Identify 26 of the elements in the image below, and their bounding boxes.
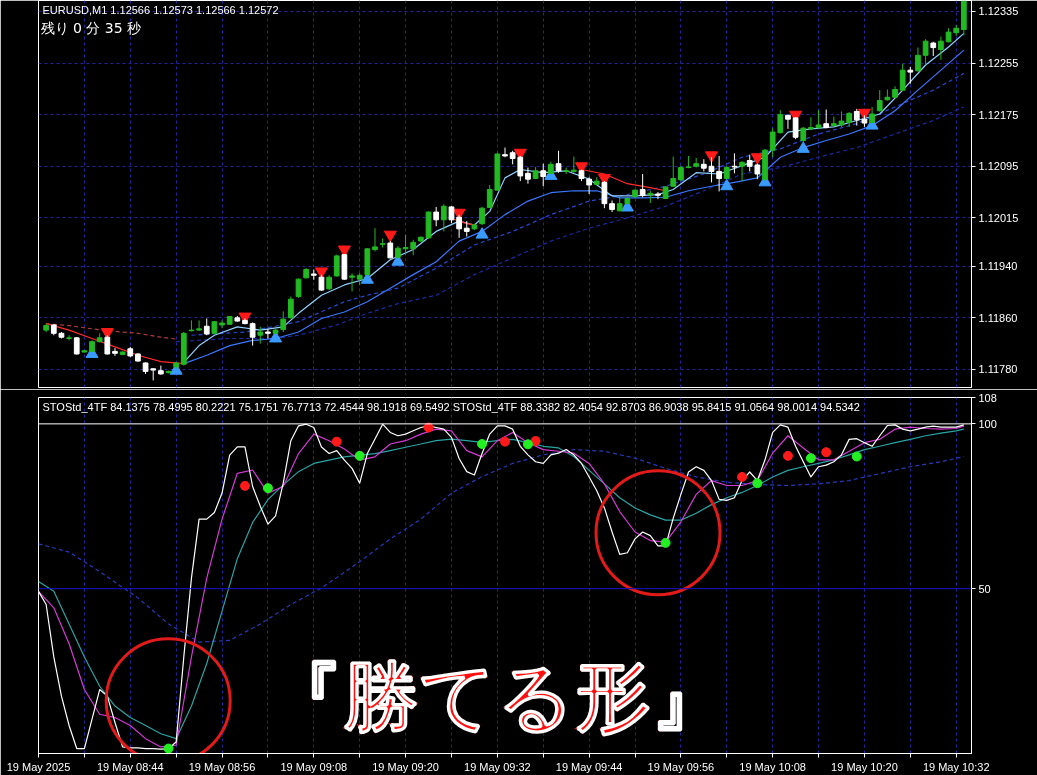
y-tick-label: 1.11940 bbox=[978, 260, 1018, 273]
chart-title: STOStd_4TF 84.1375 78.4995 80.2221 75.1751 76.7713 72.4544 98.1918 69.5492 STOStd_4TF 88.3382 82.4054 92.8703 86.9038 95.8415 91.0564 98.0014 94.5342 bbox=[42, 400, 860, 413]
x-tick-label: 19 May 09:32 bbox=[464, 760, 531, 773]
y-tick-label: 100 bbox=[978, 417, 997, 430]
y-tick-label: 1.11860 bbox=[978, 311, 1018, 324]
y-tick-label: 1.12335 bbox=[978, 5, 1019, 18]
chart-title: EURUSD,M1 1.12566 1.12573 1.12566 1.12572 bbox=[42, 3, 279, 16]
x-tick-label: 19 May 09:08 bbox=[280, 760, 348, 773]
y-tick-label: 50 bbox=[978, 582, 991, 595]
x-tick-label: 19 May 09:44 bbox=[555, 760, 623, 773]
y-tick-label: 1.12015 bbox=[978, 211, 1019, 224]
x-tick-label: 19 May 2025 bbox=[6, 760, 71, 773]
y-tick-label: 1.12095 bbox=[978, 160, 1019, 173]
x-tick-label: 19 May 08:44 bbox=[96, 760, 164, 773]
x-tick-label: 19 May 10:32 bbox=[922, 760, 990, 773]
y-tick-label: 108 bbox=[978, 391, 997, 404]
x-tick-label: 19 May 10:08 bbox=[739, 760, 806, 773]
y-tick-label: 1.12175 bbox=[978, 108, 1019, 121]
x-tick-label: 19 May 09:20 bbox=[372, 760, 439, 773]
annotation: 残り 0 分 35 秒 bbox=[40, 19, 142, 36]
x-tick-label: 19 May 09:56 bbox=[647, 760, 715, 773]
x-tick-label: 19 May 08:56 bbox=[188, 760, 256, 773]
x-tick-label: 19 May 10:20 bbox=[831, 760, 898, 773]
y-tick-label: 1.11780 bbox=[978, 363, 1018, 376]
y-tick-label: 1.12255 bbox=[978, 57, 1019, 70]
annotation: 『勝てる形』 bbox=[267, 652, 728, 742]
